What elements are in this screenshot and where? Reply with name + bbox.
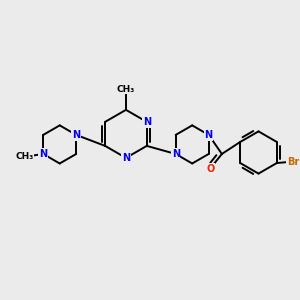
- Text: N: N: [122, 153, 130, 163]
- Text: CH₃: CH₃: [15, 152, 33, 161]
- Text: N: N: [39, 149, 47, 159]
- Text: N: N: [72, 130, 80, 140]
- Text: Br: Br: [287, 157, 299, 166]
- Text: O: O: [206, 164, 214, 174]
- Text: N: N: [143, 117, 151, 127]
- Text: N: N: [172, 149, 180, 159]
- Text: CH₃: CH₃: [117, 85, 135, 94]
- Text: N: N: [205, 130, 213, 140]
